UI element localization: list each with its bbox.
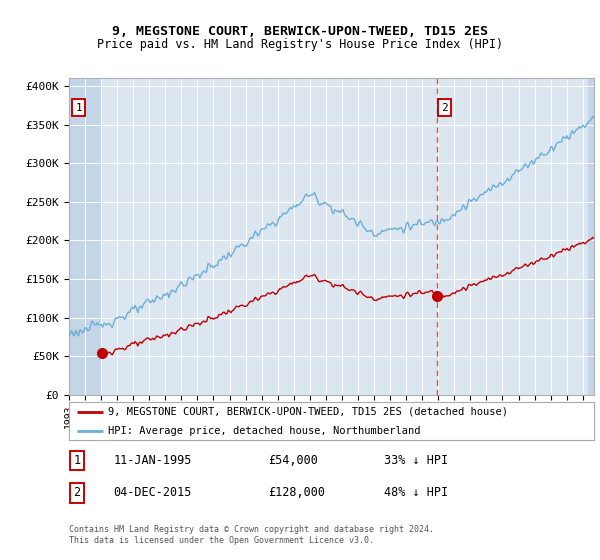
Text: 9, MEGSTONE COURT, BERWICK-UPON-TWEED, TD15 2ES: 9, MEGSTONE COURT, BERWICK-UPON-TWEED, T… xyxy=(112,25,488,38)
Text: £54,000: £54,000 xyxy=(269,454,319,467)
Bar xyxy=(587,78,594,395)
Text: 48% ↓ HPI: 48% ↓ HPI xyxy=(384,487,448,500)
Text: Contains HM Land Registry data © Crown copyright and database right 2024.
This d: Contains HM Land Registry data © Crown c… xyxy=(69,525,434,545)
Text: 2: 2 xyxy=(442,102,448,113)
Text: 1: 1 xyxy=(73,454,80,467)
Text: 1: 1 xyxy=(75,102,82,113)
Text: 33% ↓ HPI: 33% ↓ HPI xyxy=(384,454,448,467)
Text: 9, MEGSTONE COURT, BERWICK-UPON-TWEED, TD15 2ES (detached house): 9, MEGSTONE COURT, BERWICK-UPON-TWEED, T… xyxy=(109,407,508,417)
Text: £128,000: £128,000 xyxy=(269,487,325,500)
Text: 04-DEC-2015: 04-DEC-2015 xyxy=(113,487,192,500)
Bar xyxy=(69,78,102,395)
Text: 2: 2 xyxy=(73,487,80,500)
Text: Price paid vs. HM Land Registry's House Price Index (HPI): Price paid vs. HM Land Registry's House … xyxy=(97,38,503,51)
Text: HPI: Average price, detached house, Northumberland: HPI: Average price, detached house, Nort… xyxy=(109,426,421,436)
Text: 11-JAN-1995: 11-JAN-1995 xyxy=(113,454,192,467)
